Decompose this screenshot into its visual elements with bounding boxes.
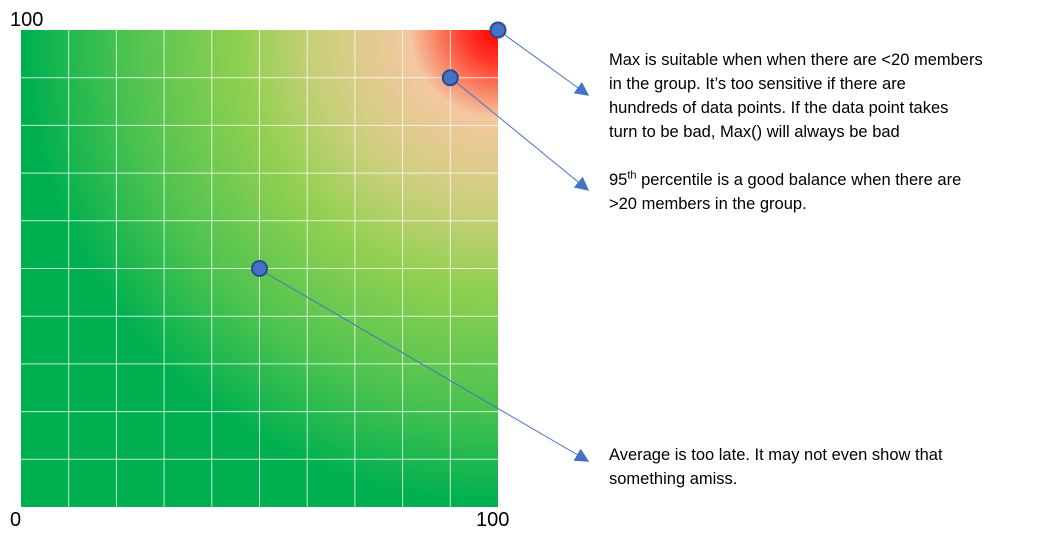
origin-label: 0	[10, 509, 22, 531]
note-max: Max is suitable when when there are <20 …	[609, 48, 983, 144]
note-average-line-2: something amiss.	[609, 470, 738, 488]
arrow-average	[258, 268, 590, 462]
arrow-percentile-95	[450, 77, 590, 191]
note-max-line-2: in the group. It’s too sensitive if ther…	[609, 75, 906, 93]
markers	[251, 21, 507, 277]
note-max-line-3: hundreds of data points. If the data poi…	[609, 99, 949, 117]
y-axis-top-label: 100	[10, 9, 44, 31]
marker-average	[251, 260, 268, 277]
note-p95-line-1: 95th percentile is a good balance when t…	[609, 168, 961, 192]
note-p95-number: 95	[609, 171, 628, 189]
note-average-line-1: Average is too late. It may not even sho…	[609, 446, 943, 464]
note-average: Average is too late. It may not even sho…	[609, 443, 943, 491]
x-axis-right-label: 100	[476, 509, 510, 531]
note-max-line-4: turn to be bad, Max() will always be bad	[609, 123, 900, 141]
note-max-line-1: Max is suitable when when there are <20 …	[609, 51, 983, 69]
marker-max	[489, 21, 507, 39]
arrow-max	[497, 29, 590, 96]
note-percentile-95: 95th percentile is a good balance when t…	[609, 168, 961, 216]
note-p95-superscript: th	[627, 169, 637, 182]
marker-percentile-95	[441, 69, 459, 87]
note-p95-line-1-text: percentile is a good balance when there …	[636, 171, 962, 189]
note-p95-line-2: >20 members in the group.	[609, 195, 807, 213]
